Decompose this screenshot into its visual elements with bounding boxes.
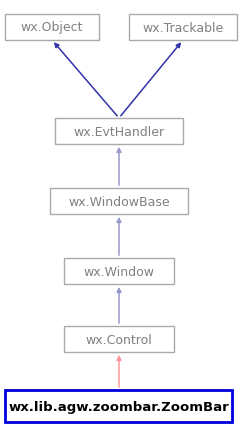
- FancyBboxPatch shape: [5, 390, 233, 422]
- Text: wx.WindowBase: wx.WindowBase: [68, 195, 170, 208]
- Text: wx.lib.agw.zoombar.ZoomBar: wx.lib.agw.zoombar.ZoomBar: [9, 400, 229, 412]
- Text: wx.Window: wx.Window: [83, 265, 154, 278]
- FancyBboxPatch shape: [5, 15, 99, 41]
- FancyBboxPatch shape: [129, 15, 237, 41]
- FancyBboxPatch shape: [50, 189, 188, 215]
- FancyBboxPatch shape: [64, 326, 174, 352]
- Text: wx.Object: wx.Object: [21, 21, 83, 35]
- Text: wx.EvtHandler: wx.EvtHandler: [73, 125, 165, 138]
- FancyBboxPatch shape: [55, 119, 183, 145]
- FancyBboxPatch shape: [64, 259, 174, 284]
- Text: wx.Control: wx.Control: [86, 333, 152, 345]
- Text: wx.Trackable: wx.Trackable: [142, 21, 224, 35]
